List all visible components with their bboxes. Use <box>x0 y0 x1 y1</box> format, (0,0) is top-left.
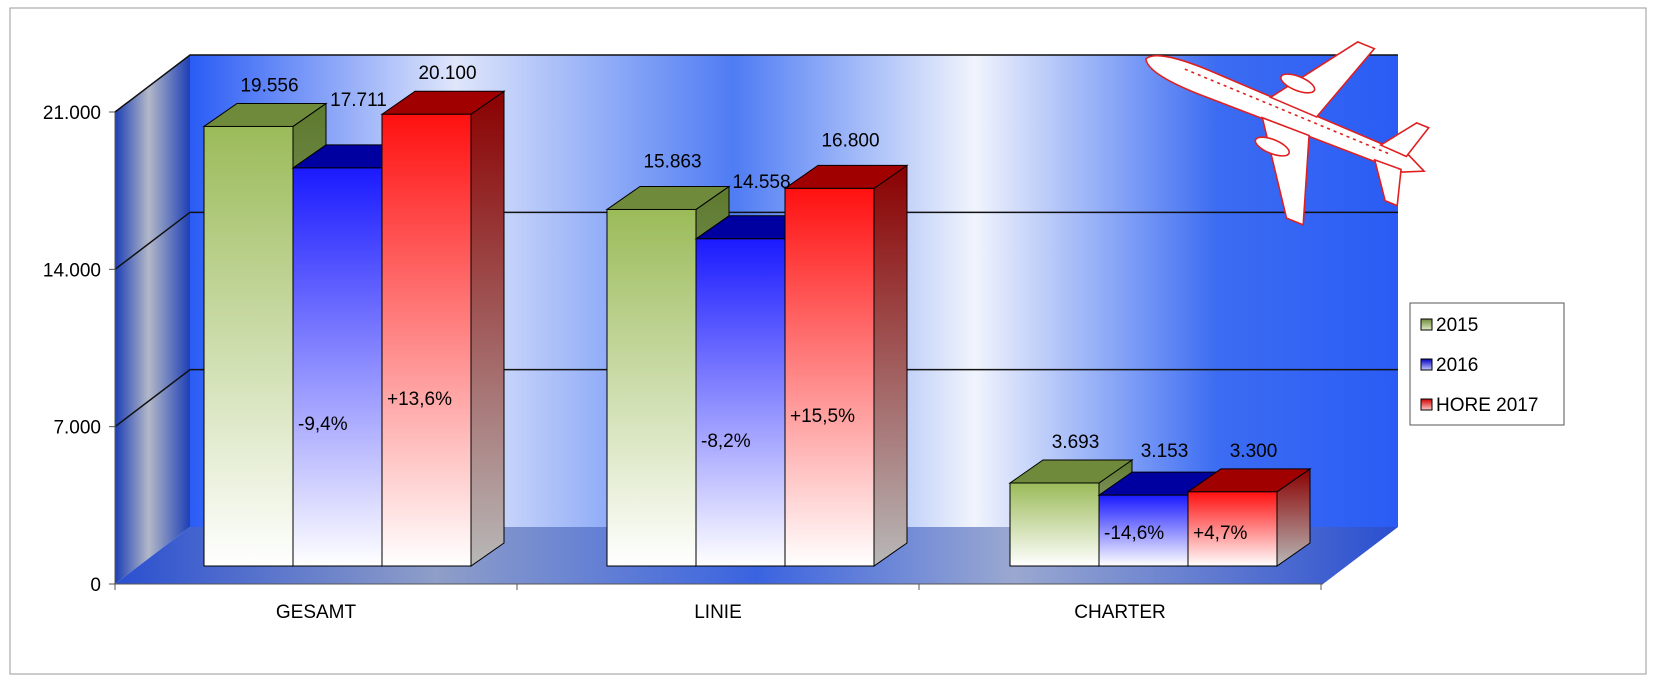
y-axis: 0 7.000 14.000 21.000 GESAMT LINIE CHARTER <box>43 103 1323 623</box>
legend-swatch-hore-2017 <box>1420 398 1433 411</box>
change-label-linie-2016: -8,2% <box>701 431 751 452</box>
change-label-linie-hore-2017: +15,5% <box>790 406 855 427</box>
value-label-linie-2015: 15.863 <box>643 151 701 172</box>
value-label-charter-hore-2017: 3.300 <box>1230 441 1278 462</box>
airplane-icon <box>1145 41 1430 226</box>
change-label-charter-hore-2017: +4,7% <box>1193 523 1248 544</box>
y-tick-label: 21.000 <box>43 103 101 124</box>
legend-label-hore-2017: HORE 2017 <box>1436 395 1538 416</box>
value-label-linie-hore-2017: 16.800 <box>821 130 879 151</box>
bar-gesamt-hore-2017 <box>381 113 472 567</box>
value-label-linie-2016: 14.558 <box>732 172 790 193</box>
legend-box <box>1409 302 1565 426</box>
legend: 2015 2016 HORE 2017 <box>1409 302 1565 426</box>
value-label-gesamt-2015: 19.556 <box>240 75 298 96</box>
change-label-gesamt-hore-2017: +13,6% <box>387 389 452 410</box>
side-wall <box>115 55 190 584</box>
value-label-charter-2015: 3.693 <box>1052 432 1100 453</box>
x-tick-label: LINIE <box>694 602 742 623</box>
legend-label-2016: 2016 <box>1436 355 1478 376</box>
chart-frame <box>9 7 1647 675</box>
gridlines <box>114 54 1398 428</box>
bar-side-linie-hore-2017 <box>873 164 908 567</box>
value-label-charter-2016: 3.153 <box>1141 441 1189 462</box>
legend-label-2015: 2015 <box>1436 315 1478 336</box>
bar-linie-hore-2017 <box>784 187 875 567</box>
bar-gesamt-2015 <box>203 125 294 567</box>
bar-gesamt-2016 <box>292 167 383 567</box>
gridline <box>114 368 1398 428</box>
value-label-gesamt-2016: 17.711 <box>330 90 387 111</box>
y-tick-label: 0 <box>90 575 101 596</box>
bar-linie-2015 <box>606 208 697 567</box>
bar-side-gesamt-hore-2017 <box>470 90 505 567</box>
x-tick-label: GESAMT <box>276 602 357 623</box>
change-label-charter-2016: -14,6% <box>1104 523 1164 544</box>
gridline <box>114 211 1398 270</box>
x-tick-label: CHARTER <box>1074 602 1166 623</box>
data-labels: 19.556 17.711 -9,4% 20.100 +13,6% 15.863 14.55… <box>240 63 1277 544</box>
legend-swatch-2015 <box>1420 318 1433 331</box>
y-tick-label: 14.000 <box>43 260 101 281</box>
value-label-gesamt-hore-2017: 20.100 <box>418 63 476 84</box>
change-label-gesamt-2016: -9,4% <box>298 414 348 435</box>
bar-charter-hore-2017 <box>1187 491 1278 567</box>
legend-swatch-2016 <box>1420 358 1433 371</box>
bars <box>202 90 1312 567</box>
bar-charter-2015 <box>1009 482 1100 567</box>
bar-linie-2016 <box>695 238 786 567</box>
gridline <box>114 54 1398 113</box>
y-tick-label: 7.000 <box>53 418 101 439</box>
